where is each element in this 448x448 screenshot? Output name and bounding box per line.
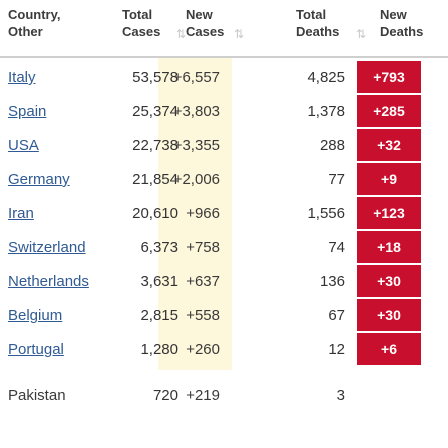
new-deaths-cell: +32 — [357, 129, 421, 161]
sort-arrows-icon[interactable]: ⇅ — [234, 27, 245, 41]
table-row: Germany 21,854 +2,006 77 +9 — [0, 162, 448, 196]
header-total-cases-line2: Cases — [122, 24, 161, 39]
table-row: Italy 53,578 +6,557 4,825 +793 — [0, 60, 448, 94]
table-row: Iran 20,610 +966 1,556 +123 — [0, 196, 448, 230]
new-cases-cell: +3,355 — [173, 137, 220, 154]
new-deaths-cell: +30 — [357, 299, 421, 331]
new-deaths-cell: +285 — [357, 95, 421, 127]
total-cases-cell: 53,578 — [132, 69, 178, 86]
table-row: Netherlands 3,631 +637 136 +30 — [0, 264, 448, 298]
total-deaths-cell: 77 — [328, 171, 345, 188]
table-row: Belgium 2,815 +558 67 +30 — [0, 298, 448, 332]
total-cases-cell: 6,373 — [140, 239, 178, 256]
total-cases-cell: 3,631 — [140, 273, 178, 290]
new-cases-cell: +637 — [186, 273, 220, 290]
table-row: Switzerland 6,373 +758 74 +18 — [0, 230, 448, 264]
country-link[interactable]: Switzerland — [8, 239, 86, 256]
header-new-deaths-line2: Deaths — [380, 24, 424, 39]
new-deaths-cell: +9 — [357, 163, 421, 195]
country-link[interactable]: USA — [8, 137, 39, 154]
sort-arrows-icon[interactable]: ⇅ — [176, 27, 187, 41]
table-row: Pakistan 720 +219 3 — [0, 378, 448, 412]
country-link[interactable]: Germany — [8, 171, 70, 188]
header-country-line2: Other — [8, 24, 43, 39]
total-deaths-cell: 1,556 — [307, 205, 345, 222]
new-cases-highlight — [158, 58, 232, 370]
country-link[interactable]: Portugal — [8, 341, 64, 358]
header-total-cases[interactable]: Total Cases ⇅ — [122, 6, 186, 41]
total-cases-cell: 20,610 — [132, 205, 178, 222]
new-cases-cell: +260 — [186, 341, 220, 358]
total-deaths-cell: 12 — [328, 341, 345, 358]
header-country[interactable]: Country, Other — [8, 6, 60, 40]
new-cases-cell: +966 — [186, 205, 220, 222]
country-link[interactable]: Italy — [8, 69, 36, 86]
header-total-cases-line1: Total — [122, 7, 153, 22]
total-deaths-cell: 288 — [319, 137, 345, 154]
table-row: USA 22,738 +3,355 288 +32 — [0, 128, 448, 162]
total-cases-cell: 1,280 — [140, 341, 178, 358]
new-cases-cell: +2,006 — [173, 171, 220, 188]
header-new-cases-line1: New — [186, 7, 213, 22]
total-deaths-cell: 4,825 — [307, 69, 345, 86]
new-deaths-cell: +793 — [357, 61, 421, 93]
country-link[interactable]: Netherlands — [8, 273, 89, 290]
new-cases-cell: +758 — [186, 239, 220, 256]
header-new-cases-line2: Cases — [186, 24, 225, 39]
new-deaths-cell: +123 — [357, 197, 421, 229]
total-deaths-cell: 74 — [328, 239, 345, 256]
total-deaths-cell: 3 — [336, 387, 345, 404]
new-deaths-cell: +6 — [357, 333, 421, 365]
total-deaths-cell: 1,378 — [307, 103, 345, 120]
new-deaths-cell: +18 — [357, 231, 421, 263]
total-cases-cell: 720 — [152, 387, 178, 404]
new-cases-cell: +3,803 — [173, 103, 220, 120]
new-deaths-cell: +30 — [357, 265, 421, 297]
total-deaths-cell: 136 — [319, 273, 345, 290]
country-link[interactable]: Iran — [8, 205, 34, 222]
new-cases-cell: +219 — [186, 387, 220, 404]
country-link[interactable]: Belgium — [8, 307, 63, 324]
header-divider — [0, 56, 448, 58]
country-label: Pakistan — [8, 387, 66, 404]
table-header: Country, Other Total Cases ⇅ New Cases ⇅… — [0, 0, 448, 52]
total-cases-cell: 25,374 — [132, 103, 178, 120]
table-body: Italy 53,578 +6,557 4,825 +793 Spain 25,… — [0, 58, 448, 448]
total-cases-cell: 22,738 — [132, 137, 178, 154]
header-new-deaths-line1: New — [380, 7, 407, 22]
header-new-cases[interactable]: New Cases ⇅ — [186, 6, 244, 41]
sort-arrows-icon[interactable]: ⇅ — [356, 27, 367, 41]
table-row: Portugal 1,280 +260 12 +6 — [0, 332, 448, 366]
header-new-deaths[interactable]: New Deaths — [380, 6, 423, 40]
total-cases-cell: 2,815 — [140, 307, 178, 324]
total-cases-cell: 21,854 — [132, 171, 178, 188]
header-country-line1: Country, — [8, 7, 61, 22]
total-deaths-cell: 67 — [328, 307, 345, 324]
new-cases-cell: +558 — [186, 307, 220, 324]
header-total-deaths-line1: Total — [296, 7, 327, 22]
new-cases-cell: +6,557 — [173, 69, 220, 86]
table-row: Spain 25,374 +3,803 1,378 +285 — [0, 94, 448, 128]
new-deaths-cell — [357, 379, 421, 411]
header-total-deaths[interactable]: Total Deaths ⇅ — [296, 6, 366, 41]
header-total-deaths-line2: Deaths — [296, 24, 340, 39]
country-link[interactable]: Spain — [8, 103, 47, 120]
